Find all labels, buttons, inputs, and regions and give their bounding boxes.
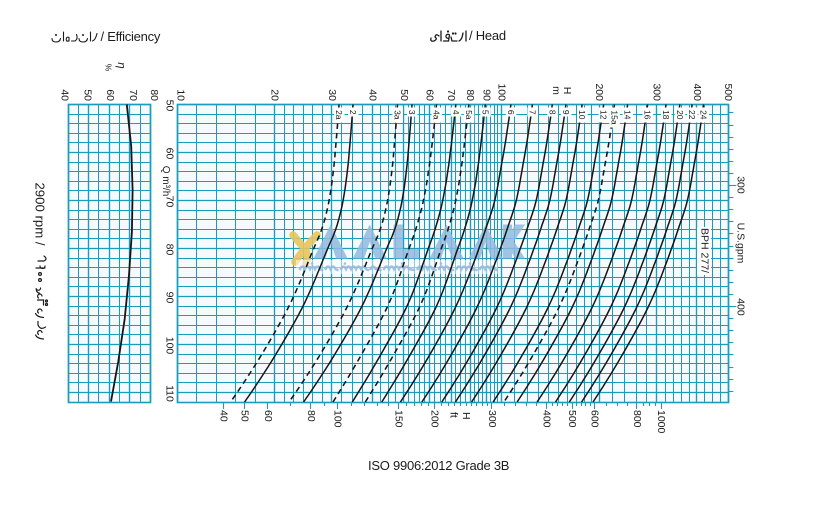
svg-text:50: 50 bbox=[398, 89, 410, 101]
svg-text:4: 4 bbox=[451, 110, 461, 115]
svg-text:16: 16 bbox=[643, 110, 653, 120]
svg-text:80: 80 bbox=[305, 410, 317, 422]
svg-text:3: 3 bbox=[407, 110, 417, 115]
svg-text:400: 400 bbox=[735, 298, 747, 316]
svg-text:12: 12 bbox=[599, 110, 609, 120]
svg-text:50: 50 bbox=[238, 410, 250, 422]
svg-text:40: 40 bbox=[59, 89, 71, 101]
svg-text:400: 400 bbox=[540, 410, 552, 428]
svg-text:20: 20 bbox=[675, 110, 685, 120]
svg-text:20: 20 bbox=[269, 89, 281, 101]
svg-text:1000: 1000 bbox=[655, 410, 667, 434]
svg-text:2a: 2a bbox=[334, 110, 344, 120]
svg-text:6: 6 bbox=[506, 110, 516, 115]
svg-text:5: 5 bbox=[480, 110, 490, 115]
svg-text:500: 500 bbox=[722, 83, 734, 101]
svg-text:/ Efficiency: / Efficiency bbox=[101, 29, 161, 44]
svg-text:40: 40 bbox=[217, 410, 229, 422]
svg-text:24: 24 bbox=[699, 110, 709, 120]
svg-text:BPH 277/: BPH 277/ bbox=[699, 228, 711, 273]
svg-text:m: m bbox=[550, 86, 562, 95]
svg-text:100: 100 bbox=[496, 83, 508, 101]
svg-text:60: 60 bbox=[262, 410, 274, 422]
svg-text:70: 70 bbox=[445, 89, 457, 101]
svg-text:H: H bbox=[561, 87, 573, 95]
svg-text:100: 100 bbox=[332, 410, 344, 428]
svg-text:/ Head: / Head bbox=[469, 28, 506, 43]
svg-text:22: 22 bbox=[687, 110, 697, 120]
svg-text:%: % bbox=[104, 64, 114, 72]
svg-text:200: 200 bbox=[429, 410, 441, 428]
svg-text:18: 18 bbox=[661, 110, 671, 120]
svg-text:10: 10 bbox=[577, 110, 587, 120]
svg-text:2: 2 bbox=[348, 110, 358, 115]
svg-text:14: 14 bbox=[623, 110, 633, 120]
svg-text:400: 400 bbox=[691, 83, 703, 101]
svg-text:5a: 5a bbox=[464, 110, 474, 120]
svg-text:80: 80 bbox=[164, 244, 176, 256]
svg-text:H: H bbox=[460, 412, 472, 420]
svg-text:2900 rpm /: 2900 rpm / bbox=[33, 182, 48, 245]
svg-text:110: 110 bbox=[164, 385, 176, 402]
svg-text:80: 80 bbox=[148, 89, 160, 101]
svg-text:300: 300 bbox=[735, 176, 747, 194]
svg-text:90: 90 bbox=[481, 89, 493, 101]
svg-text:10: 10 bbox=[175, 89, 187, 101]
svg-text:ISO 9906:2012 Grade 3B: ISO 9906:2012 Grade 3B bbox=[368, 458, 509, 473]
svg-text:8: 8 bbox=[547, 110, 557, 115]
svg-text:η: η bbox=[115, 62, 127, 68]
svg-text:3a: 3a bbox=[393, 110, 403, 120]
svg-text:300: 300 bbox=[650, 83, 662, 101]
svg-text:200: 200 bbox=[593, 83, 605, 101]
svg-text:15a: 15a bbox=[609, 110, 619, 124]
svg-text:7: 7 bbox=[527, 110, 537, 115]
svg-text:50: 50 bbox=[82, 89, 94, 101]
svg-text:60: 60 bbox=[164, 148, 176, 160]
svg-text:100: 100 bbox=[164, 337, 176, 355]
svg-text:ft: ft bbox=[448, 412, 460, 418]
svg-text:60: 60 bbox=[104, 89, 116, 101]
svg-text:70: 70 bbox=[164, 196, 176, 208]
svg-text:80: 80 bbox=[464, 89, 476, 101]
svg-text:70: 70 bbox=[127, 89, 139, 101]
svg-text:30: 30 bbox=[326, 89, 338, 101]
svg-text:4a: 4a bbox=[432, 110, 442, 120]
svg-text:50: 50 bbox=[164, 100, 176, 112]
svg-text:300: 300 bbox=[486, 410, 498, 428]
svg-text:90: 90 bbox=[164, 292, 176, 304]
svg-text:150: 150 bbox=[393, 410, 405, 428]
svg-text:U.S.gpm: U.S.gpm bbox=[735, 223, 747, 264]
svg-text:60: 60 bbox=[424, 89, 436, 101]
svg-text:40: 40 bbox=[366, 89, 378, 101]
svg-text:9: 9 bbox=[561, 110, 571, 115]
svg-text:500: 500 bbox=[566, 410, 578, 428]
svg-text:600: 600 bbox=[588, 410, 600, 428]
svg-text:800: 800 bbox=[631, 410, 643, 428]
svg-text:Q m³/h: Q m³/h bbox=[160, 166, 171, 197]
